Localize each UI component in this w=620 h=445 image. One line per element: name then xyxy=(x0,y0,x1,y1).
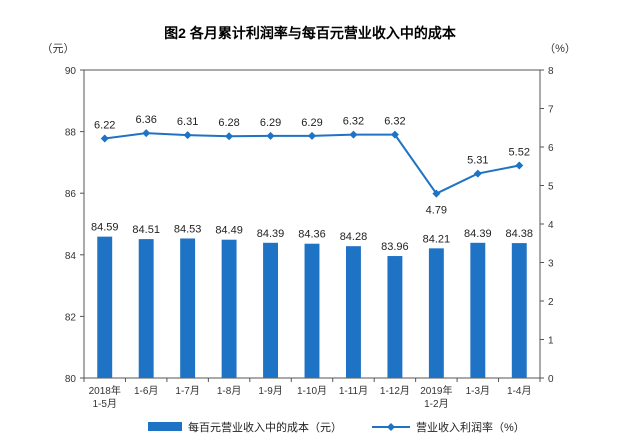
left-tick-label: 80 xyxy=(65,374,77,385)
x-tick-label: 1-4月 xyxy=(507,385,531,397)
profit-rate-line xyxy=(104,132,520,195)
left-tick-label: 86 xyxy=(65,189,77,200)
profit-rate-point xyxy=(473,169,482,178)
profit-rate-point xyxy=(100,134,109,143)
profit-rate-label: 6.36 xyxy=(135,114,156,126)
x-tick-label: 2019年 xyxy=(420,384,452,397)
profit-rate-point xyxy=(225,132,234,141)
right-tick-label: 7 xyxy=(548,105,554,116)
x-tick-label: 1-9月 xyxy=(258,385,282,397)
x-tick-label: 1-11月 xyxy=(339,385,368,397)
profit-rate-label: 6.22 xyxy=(94,120,115,132)
profit-rate-label: 6.32 xyxy=(343,116,364,128)
x-tick-label: 1-12月 xyxy=(380,385,410,397)
cost-bar-label: 84.21 xyxy=(423,233,451,245)
cost-bar-label: 84.36 xyxy=(298,229,326,241)
left-tick-label: 82 xyxy=(65,312,77,323)
cost-bar-label: 83.96 xyxy=(381,241,409,253)
profit-rate-label: 6.28 xyxy=(218,117,239,129)
right-tick-label: 0 xyxy=(548,374,554,385)
x-tick-label: 1-2月 xyxy=(424,398,448,410)
right-tick-label: 3 xyxy=(548,259,554,270)
x-tick-label: 1-5月 xyxy=(93,398,117,410)
profit-rate-point xyxy=(432,189,441,198)
x-tick-label: 2018年 xyxy=(89,384,121,397)
profit-rate-point xyxy=(266,131,275,140)
profit-rate-point xyxy=(183,131,192,140)
profit-rate-point xyxy=(308,131,316,140)
cost-bar-label: 84.28 xyxy=(340,231,368,243)
cost-bar xyxy=(387,256,403,378)
cost-bar-label: 84.49 xyxy=(215,225,243,237)
right-tick-label: 8 xyxy=(548,66,554,77)
right-tick-label: 6 xyxy=(548,143,554,154)
left-tick-label: 90 xyxy=(65,66,77,77)
x-tick-label: 1-10月 xyxy=(297,385,327,397)
profit-rate-label: 5.31 xyxy=(467,155,488,167)
profit-rate-point xyxy=(349,130,358,139)
profit-rate-label: 6.32 xyxy=(384,116,405,128)
left-tick-label: 88 xyxy=(65,128,77,139)
cost-bar-label: 84.59 xyxy=(91,222,119,234)
profit-rate-label: 5.52 xyxy=(509,146,530,158)
profit-rate-point xyxy=(142,129,151,138)
right-tick-label: 4 xyxy=(548,220,554,231)
chart-title: 图2 各月累计利润率与每百元营业收入中的成本 xyxy=(164,25,457,41)
right-axis-unit: （%） xyxy=(544,42,576,55)
left-tick-label: 84 xyxy=(65,251,77,262)
cost-bar xyxy=(470,242,486,378)
profit-rate-label: 4.79 xyxy=(426,205,447,217)
cost-bar-label: 84.39 xyxy=(257,228,285,240)
profit-rate-label: 6.29 xyxy=(260,117,281,129)
cost-bar xyxy=(263,242,279,378)
x-tick-label: 1-3月 xyxy=(466,385,490,397)
x-tick-label: 1-7月 xyxy=(175,385,199,397)
profit-rate-point xyxy=(515,161,524,170)
cost-bar xyxy=(138,239,154,378)
right-tick-label: 1 xyxy=(548,336,554,347)
cost-bar-label: 84.38 xyxy=(506,228,534,240)
legend-bar-swatch xyxy=(148,422,182,431)
cost-bar xyxy=(345,246,361,378)
x-tick-label: 1-8月 xyxy=(217,385,241,397)
cost-bar xyxy=(221,239,237,378)
x-tick-label: 1-6月 xyxy=(134,385,158,397)
cost-bar xyxy=(97,236,113,378)
profit-rate-label: 6.29 xyxy=(301,117,322,129)
profit-rate-label: 6.31 xyxy=(177,116,198,128)
cost-bar xyxy=(511,243,527,378)
right-tick-label: 5 xyxy=(548,182,554,193)
cost-bar-label: 84.51 xyxy=(132,224,160,236)
legend-line-label: 营业收入利润率（%） xyxy=(416,420,525,434)
cost-bar xyxy=(180,238,196,378)
legend-bar-label: 每百元营业收入中的成本（元） xyxy=(188,420,342,434)
legend-line-marker xyxy=(387,423,395,431)
profit-rate-point xyxy=(390,130,399,139)
cost-bar xyxy=(428,248,444,378)
right-tick-label: 2 xyxy=(548,297,554,308)
cost-bar-label: 84.53 xyxy=(174,223,202,235)
cost-bar-label: 84.39 xyxy=(464,228,492,240)
cost-bar xyxy=(304,243,320,378)
legend: 每百元营业收入中的成本（元） 营业收入利润率（%） xyxy=(148,420,525,434)
left-axis-unit: （元） xyxy=(42,42,75,55)
